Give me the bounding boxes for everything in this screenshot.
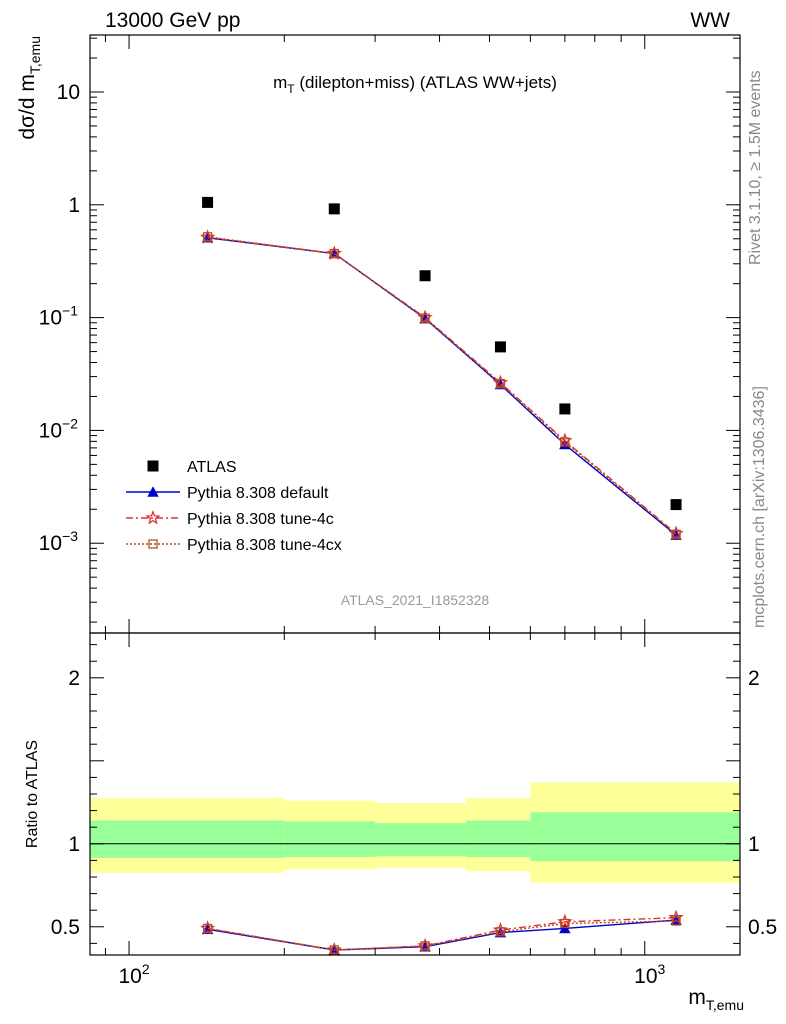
y-tick-label: 1	[68, 194, 80, 217]
ratio-pythia-8-308-tune-4c-line	[207, 917, 677, 951]
main-ylabel: dσ/d mT,emu	[16, 36, 43, 140]
legend-marker	[147, 486, 159, 497]
ratio-ylabel: Ratio to ATLAS	[24, 740, 41, 848]
legend-label: Pythia 8.308 tune-4c	[187, 511, 334, 528]
legend-label: Pythia 8.308 default	[187, 485, 329, 502]
y-tick-label: 0.5	[51, 916, 80, 939]
legend-item: Pythia 8.308 default	[126, 485, 329, 502]
x-tick-label: 103	[634, 961, 665, 988]
stat-uncertainty-band	[465, 820, 531, 858]
y-tick-label-right: 1	[748, 833, 760, 856]
main-atlas-point	[494, 341, 506, 353]
analysis-label: ATLAS_2021_I1852328	[341, 592, 490, 608]
main-pythia-8-308-tune-4cx-point	[329, 248, 339, 259]
main-pythia-8-308-tune-4cx-line	[207, 236, 677, 535]
process-label: WW	[690, 9, 730, 32]
y-tick-label: 2	[68, 667, 80, 690]
main-atlas-point	[419, 270, 431, 282]
legend-item: Pythia 8.308 tune-4cx	[126, 537, 342, 554]
main-atlas-point	[670, 499, 682, 511]
main-series	[199, 196, 684, 541]
ratio-series	[199, 909, 684, 957]
ratio-pythia-8-308-tune-4cx-line	[207, 920, 677, 951]
ratio-pythia-8-308-tune-4cx-point	[202, 923, 213, 934]
legend-label: Pythia 8.308 tune-4cx	[187, 537, 342, 554]
legend-marker	[148, 539, 158, 549]
main-pythia-8-308-tune-4cx-point	[420, 313, 430, 323]
ratio-axis-ticks: 0.5 0.5 1 1 2 2 102 103	[51, 633, 777, 988]
main-pythia-8-308-tune-4cx-point	[202, 232, 213, 242]
y-tick-label-right: 2	[748, 667, 760, 690]
y-tick-label-right: 0.5	[748, 916, 777, 939]
rivet-label: Rivet 3.1.10, ≥ 1.5M events	[747, 70, 764, 265]
main-pythia-8-308-tune-4cx-point	[495, 378, 506, 389]
stat-uncertainty-band	[90, 820, 285, 858]
x-axis-label: mT,emu	[688, 986, 744, 1013]
main-panel: 10 1 10−1 10−2 10−3 mT (dilepton+miss) (ATLA…	[16, 34, 741, 634]
stat-uncertainty-band	[375, 823, 466, 857]
ratio-pythia-8-308-tune-4cx-point	[420, 941, 430, 951]
y-tick-label: 10−2	[39, 415, 79, 442]
y-tick-label: 10−1	[39, 303, 79, 330]
main-pythia-8-308-tune-4cx-point	[560, 437, 570, 447]
legend-label: ATLAS	[187, 459, 237, 476]
energy-label: 13000 GeV pp	[105, 9, 240, 32]
main-pythia-8-308-tune-4cx-point	[671, 529, 681, 539]
ratio-pythia-8-308-default-line	[207, 919, 677, 951]
ratio-pythia-8-308-tune-4c-point	[668, 909, 684, 925]
ratio-uncertainty-bands	[90, 782, 740, 883]
ratio-pythia-8-308-tune-4cx-point	[329, 945, 339, 955]
stat-uncertainty-band	[530, 812, 740, 862]
main-atlas-point	[328, 203, 340, 215]
ratio-pythia-8-308-tune-4cx-point	[671, 916, 681, 926]
legend-item: Pythia 8.308 tune-4c	[126, 509, 334, 528]
ratio-pythia-8-308-tune-4cx-point	[495, 927, 506, 937]
y-tick-label: 10−3	[39, 528, 79, 555]
main-atlas-point	[559, 403, 571, 415]
main-title: mT (dilepton+miss) (ATLAS WW+jets)	[273, 73, 557, 96]
ratio-pythia-8-308-tune-4cx-point	[560, 918, 570, 929]
legend-item: ATLAS	[147, 459, 237, 476]
main-axis-ticks: 10 1 10−1 10−2 10−3	[39, 35, 740, 633]
legend-marker	[147, 460, 159, 472]
legend-marker	[145, 509, 161, 525]
y-tick-label: 1	[68, 833, 80, 856]
x-tick-label: 102	[118, 961, 149, 988]
stat-uncertainty-band	[284, 821, 376, 858]
main-atlas-point	[202, 196, 214, 208]
ratio-panel: 0.5 0.5 1 1 2 2 102 103 Ratio to ATLAS mT,emu	[24, 632, 777, 1013]
mcplots-label: mcplots.cern.ch [arXiv:1306.3436]	[751, 386, 768, 628]
legend: ATLAS Pythia 8.308 default Pythia 8.308 tu…	[126, 459, 342, 554]
y-tick-label: 10	[57, 81, 80, 104]
